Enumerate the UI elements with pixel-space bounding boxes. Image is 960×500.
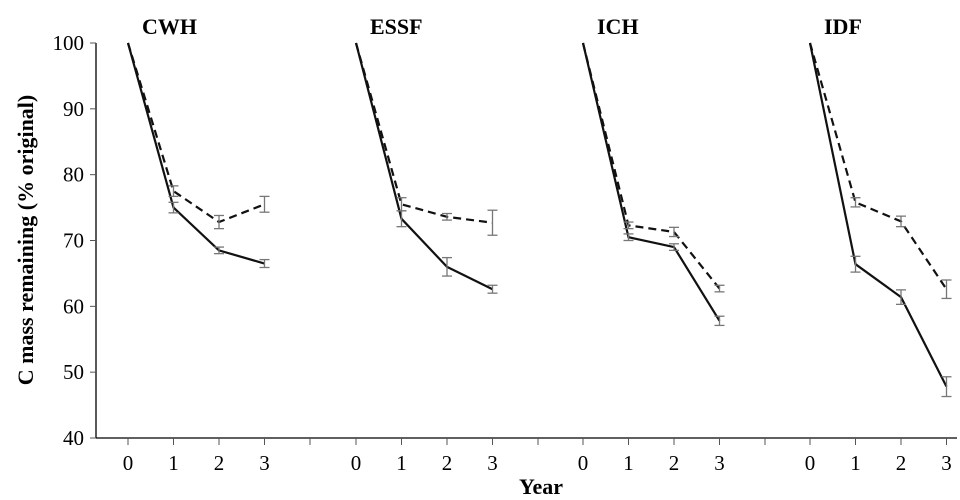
series-line-solid: [581, 42, 721, 322]
panel-idf: IDF 0 1 2 3: [805, 14, 952, 475]
series-line-solid: [808, 42, 948, 388]
error-bar: [214, 246, 224, 255]
x-tick-label: 1: [396, 451, 407, 475]
error-bar: [896, 289, 906, 306]
x-tick-label: 1: [623, 451, 634, 475]
x-tick-label: 1: [168, 451, 179, 475]
panels: CWH 0 1 2 3 ESSF 0 1 2 3 ICH 0 1 2 3 IDF 0 1 2 3: [123, 14, 952, 475]
y-tick-label: 50: [63, 360, 84, 384]
x-tick-label: 3: [941, 451, 952, 475]
x-axis-title: Year: [519, 474, 563, 499]
error-bar: [396, 210, 407, 228]
error-bar: [623, 233, 634, 242]
error-bar: [487, 284, 498, 294]
series-line-solid: [354, 42, 493, 291]
series-line-solid: [126, 42, 265, 265]
panel-title: CWH: [142, 14, 197, 39]
x-tick-label: 2: [214, 451, 225, 475]
error-bar: [623, 221, 634, 230]
error-bar: [669, 226, 679, 238]
series-line-dashed: [808, 42, 948, 290]
y-tick-label: 90: [63, 97, 84, 121]
panel-title: ICH: [597, 14, 639, 39]
x-tick-label: 0: [123, 451, 134, 475]
error-bar: [896, 215, 906, 228]
x-tick-label: 3: [714, 451, 725, 475]
series-line-dashed: [354, 42, 493, 224]
x-tick-label: 0: [805, 451, 816, 475]
error-bar: [669, 243, 679, 252]
x-tick-label: 3: [487, 451, 498, 475]
y-axis-title: C mass remaining (% original): [13, 95, 38, 385]
error-bar: [259, 195, 270, 213]
series-line-dashed: [581, 42, 721, 290]
error-bar: [941, 279, 952, 300]
error-bar: [850, 255, 861, 273]
error-bar: [442, 212, 452, 221]
x-tick-label: 2: [442, 451, 453, 475]
error-bar: [850, 197, 861, 208]
x-tick-label: 2: [669, 451, 680, 475]
x-tick-label: 2: [896, 451, 907, 475]
panel-title: ESSF: [370, 14, 423, 39]
panel-cwh: CWH 0 1 2 3: [123, 14, 270, 475]
error-bar: [714, 284, 725, 293]
y-tick-label: 40: [63, 426, 84, 450]
panel-ich: ICH 0 1 2 3: [578, 14, 725, 475]
y-tick-label: 60: [63, 294, 84, 318]
x-tick-label: 1: [850, 451, 861, 475]
x-tick-label: 0: [578, 451, 589, 475]
error-bar: [487, 209, 498, 236]
error-bar: [442, 256, 452, 277]
error-bar: [168, 201, 179, 214]
x-tick-label: 0: [351, 451, 362, 475]
y-tick-label: 80: [63, 163, 84, 187]
axes: 40 50 60 70 80 90 100: [53, 31, 957, 450]
error-bar: [259, 258, 270, 269]
error-bar: [714, 315, 725, 327]
panel-essf: ESSF 0 1 2 3: [351, 14, 498, 475]
x-tick-label: 3: [259, 451, 270, 475]
panel-title: IDF: [824, 14, 862, 39]
y-tick-label: 100: [53, 31, 85, 55]
error-bar: [168, 185, 179, 198]
error-bar: [941, 376, 952, 398]
series-line-dashed: [126, 42, 265, 224]
error-bar: [396, 197, 407, 212]
error-bar: [214, 214, 224, 230]
y-tick-label: 70: [63, 229, 84, 253]
